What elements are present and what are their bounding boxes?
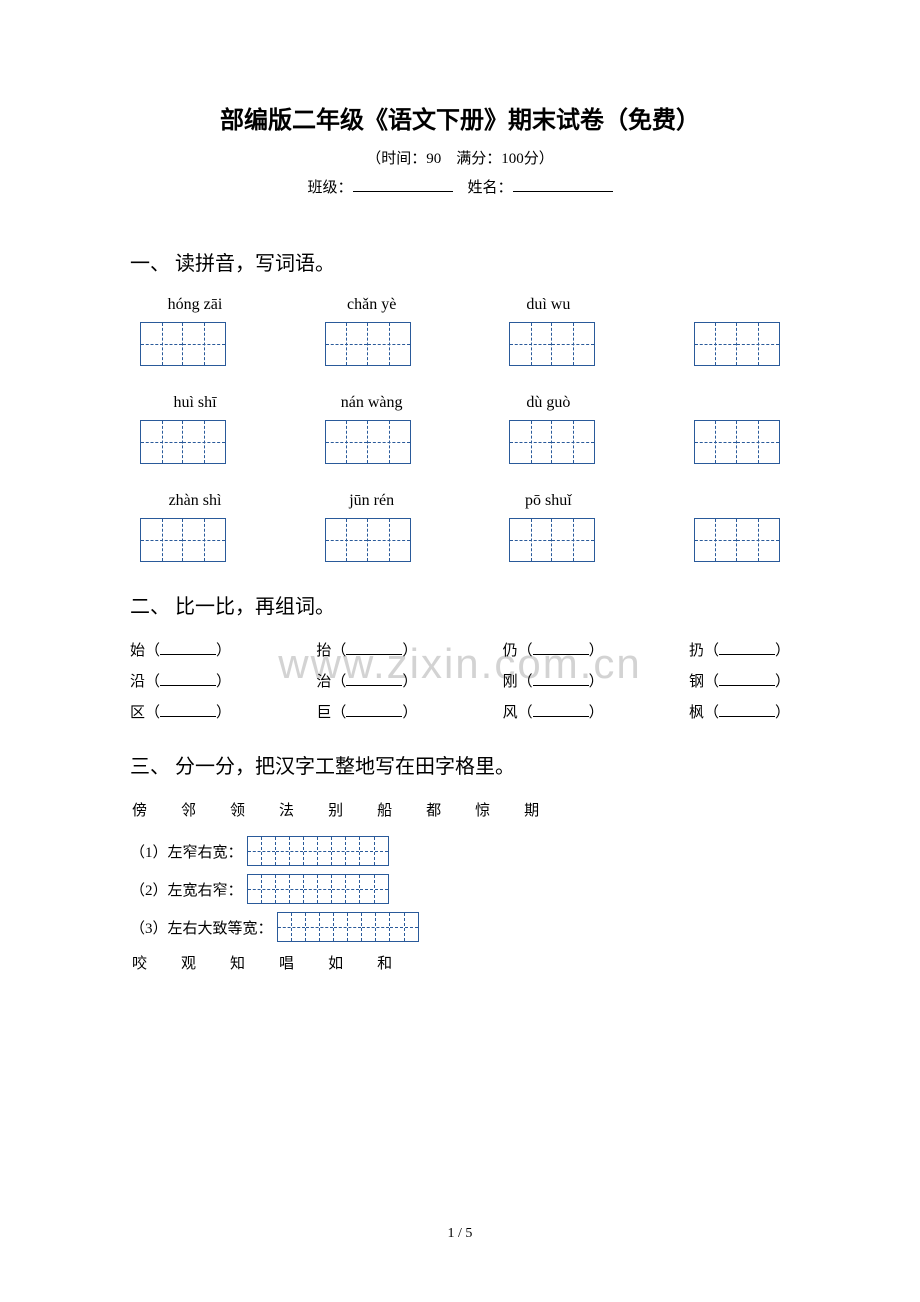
pinyin-item: duì wu <box>493 296 603 314</box>
tian-box <box>509 420 595 464</box>
sub-item-2: （2）左宽右窄： <box>130 874 790 904</box>
tian-box <box>325 518 411 562</box>
tian-box <box>140 420 226 464</box>
pinyin-item: hóng zāi <box>140 296 250 314</box>
pinyin-item: nán wàng <box>317 394 427 412</box>
pinyin-row: huì shī nán wàng dù guò <box>130 394 790 412</box>
section1-body: hóng zāi chǎn yè duì wu huì shī nán wàng… <box>130 296 790 562</box>
char-item: 船 <box>377 799 392 820</box>
tian-box <box>140 322 226 366</box>
sub-label: （2）左宽右窄： <box>130 879 243 900</box>
pinyin-row: hóng zāi chǎn yè duì wu <box>130 296 790 314</box>
box-row <box>130 322 790 366</box>
word-item: 风（） <box>503 701 604 722</box>
word-row: 沿（） 治（） 刚（） 钢（） <box>130 670 790 691</box>
pinyin-row: zhàn shì jūn rén pō shuǐ <box>130 492 790 510</box>
char-item: 期 <box>524 799 539 820</box>
class-label: 班级： <box>307 180 352 196</box>
info-line: 班级： 姓名： <box>130 176 790 197</box>
char-item: 别 <box>328 799 343 820</box>
pinyin-item: huì shī <box>140 394 250 412</box>
small-tian-group <box>247 836 389 866</box>
word-item: 抬（） <box>316 639 417 660</box>
word-item: 枫（） <box>689 701 790 722</box>
word-item: 刚（） <box>503 670 604 691</box>
page-number: 1 / 5 <box>0 1226 920 1242</box>
char-list-2: 咬 观 知 唱 如 和 <box>130 952 790 973</box>
small-tian-group <box>277 912 419 942</box>
word-item: 钢（） <box>689 670 790 691</box>
tian-box <box>509 322 595 366</box>
word-item: 巨（） <box>316 701 417 722</box>
char-item: 傍 <box>132 799 147 820</box>
word-item: 扔（） <box>689 639 790 660</box>
char-item: 法 <box>279 799 294 820</box>
word-row: 始（） 抬（） 仍（） 扔（） <box>130 639 790 660</box>
pinyin-spacer <box>670 296 780 314</box>
pinyin-spacer <box>670 492 780 510</box>
char-item: 惊 <box>475 799 490 820</box>
word-item: 治（） <box>316 670 417 691</box>
small-tian-group <box>247 874 389 904</box>
page-title: 部编版二年级《语文下册》期末试卷（免费） <box>130 100 790 135</box>
char-item: 领 <box>230 799 245 820</box>
pinyin-item: pō shuǐ <box>493 492 603 510</box>
tian-box <box>694 420 780 464</box>
char-item: 唱 <box>279 952 294 973</box>
word-item: 始（） <box>130 639 231 660</box>
box-row <box>130 518 790 562</box>
subtitle: （时间：90 满分：100分） <box>130 147 790 168</box>
sub-label: （3）左右大致等宽： <box>130 917 273 938</box>
char-item: 咬 <box>132 952 147 973</box>
word-item: 区（） <box>130 701 231 722</box>
pinyin-item: dù guò <box>493 394 603 412</box>
pinyin-item: chǎn yè <box>317 296 427 314</box>
tian-box <box>694 322 780 366</box>
char-item: 邻 <box>181 799 196 820</box>
pinyin-item: zhàn shì <box>140 492 250 510</box>
tian-box <box>694 518 780 562</box>
tian-box <box>325 420 411 464</box>
section2-heading: 二、 比一比，再组词。 <box>130 590 790 619</box>
word-item: 沿（） <box>130 670 231 691</box>
sub-item-1: （1）左窄右宽： <box>130 836 790 866</box>
pinyin-spacer <box>670 394 780 412</box>
class-blank <box>353 178 453 192</box>
sub-item-3: （3）左右大致等宽： <box>130 912 790 942</box>
section3-heading: 三、 分一分，把汉字工整地写在田字格里。 <box>130 750 790 779</box>
name-blank <box>513 178 613 192</box>
word-row: 区（） 巨（） 风（） 枫（） <box>130 701 790 722</box>
char-item: 如 <box>328 952 343 973</box>
char-item: 知 <box>230 952 245 973</box>
tian-box <box>325 322 411 366</box>
box-row <box>130 420 790 464</box>
section2-body: 始（） 抬（） 仍（） 扔（） 沿（） 治（） 刚（） 钢（） 区（） 巨（） … <box>130 639 790 722</box>
name-label: 姓名： <box>468 180 513 196</box>
section1-heading: 一、 读拼音，写词语。 <box>130 247 790 276</box>
char-item: 观 <box>181 952 196 973</box>
pinyin-item: jūn rén <box>317 492 427 510</box>
word-item: 仍（） <box>503 639 604 660</box>
char-item: 都 <box>426 799 441 820</box>
char-list-1: 傍 邻 领 法 别 船 都 惊 期 <box>130 799 790 820</box>
tian-box <box>140 518 226 562</box>
sub-label: （1）左窄右宽： <box>130 841 243 862</box>
char-item: 和 <box>377 952 392 973</box>
tian-box <box>509 518 595 562</box>
